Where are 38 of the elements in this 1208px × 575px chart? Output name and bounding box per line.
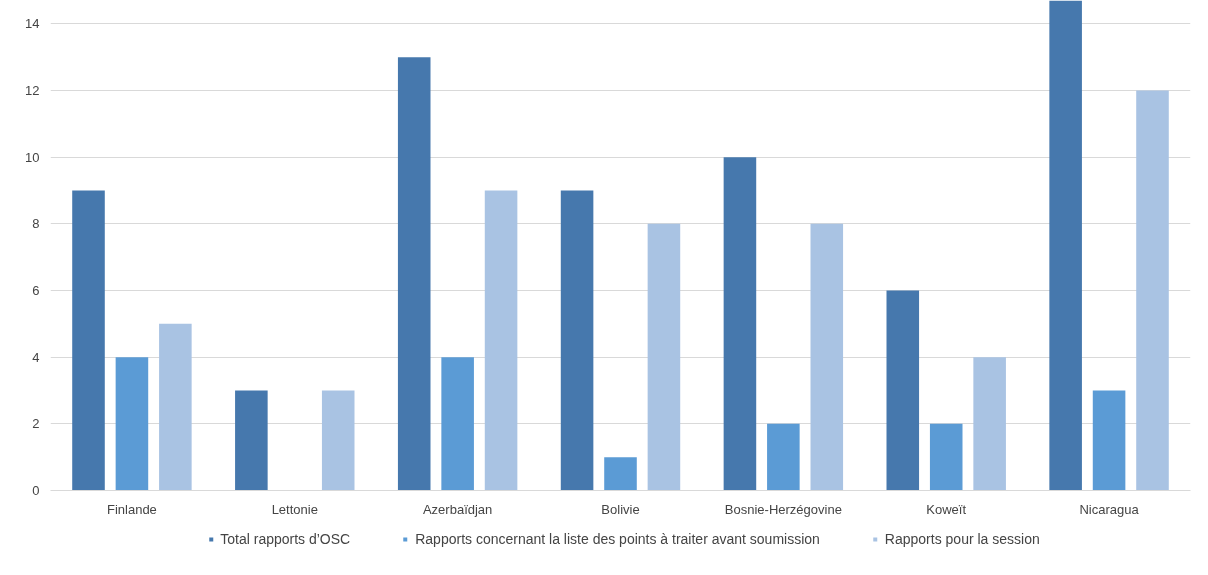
y-tick-label: 8	[32, 216, 40, 232]
bar	[115, 357, 149, 491]
legend-label: Total rapports d’OSC	[220, 531, 351, 547]
legend-label: Rapports concernant la liste des points à traiter avant soumission	[415, 531, 820, 547]
bar	[810, 223, 844, 491]
bar	[929, 423, 963, 491]
bar	[647, 223, 681, 491]
y-tick-label: 6	[32, 283, 40, 298]
bar	[484, 190, 518, 491]
bar	[604, 457, 637, 491]
bar	[441, 357, 474, 491]
bar	[886, 290, 920, 491]
y-tick-label: 2	[32, 416, 40, 432]
bar	[321, 390, 355, 491]
y-tick-label: 12	[25, 83, 40, 98]
y-tick-label: 14	[25, 16, 40, 32]
bar	[397, 57, 431, 491]
bar	[1049, 0, 1082, 491]
x-tick-label: Koweït	[926, 501, 967, 517]
bar	[1136, 90, 1169, 491]
x-tick-label: Bosnie-Herzégovine	[724, 501, 842, 517]
bar	[159, 323, 192, 491]
y-tick-label: 4	[32, 349, 40, 365]
y-tick-label: 10	[25, 149, 40, 165]
bar	[560, 190, 594, 491]
x-tick-label: Bolivie	[601, 501, 640, 517]
bar	[723, 157, 757, 491]
x-tick-label: Azerbaïdjan	[422, 501, 493, 517]
bar	[1092, 390, 1126, 491]
x-tick-label: Nicaragua	[1079, 501, 1140, 517]
bar	[72, 190, 105, 491]
bar	[973, 357, 1006, 491]
bar	[235, 390, 268, 491]
y-tick-label: 0	[32, 483, 40, 498]
x-tick-label: Lettonie	[271, 501, 318, 517]
x-tick-label: Finlande	[106, 501, 157, 517]
legend-label: Rapports pour la session	[884, 531, 1040, 547]
bar	[767, 423, 800, 491]
